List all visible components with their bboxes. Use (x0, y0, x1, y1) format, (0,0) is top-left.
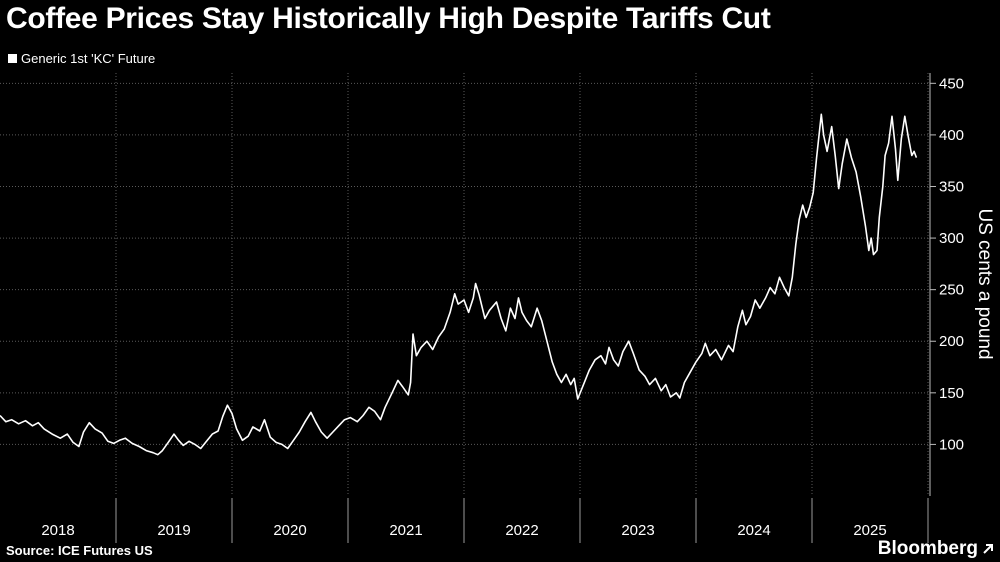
x-tick-label-2019: 2019 (157, 522, 190, 539)
y-tick-label-200: 200 (939, 333, 964, 350)
y-tick-label-350: 350 (939, 178, 964, 195)
y-tick-label-150: 150 (939, 385, 964, 402)
y-tick-label-300: 300 (939, 230, 964, 247)
brand-name: Bloomberg (877, 538, 978, 559)
x-tick-label-2024: 2024 (737, 522, 770, 539)
grid-lines (0, 73, 930, 496)
x-tick-label-2022: 2022 (505, 522, 538, 539)
tick-labels: 100 150 200 250 300 350 400 450 2018 2019 2020 2021… (41, 75, 964, 539)
x-tick-label-2018: 2018 (41, 522, 74, 539)
series-line-kc-future (0, 113, 918, 456)
legend: Generic 1st 'KC' Future (8, 51, 155, 66)
arrow-icon (983, 544, 993, 554)
x-tick-label-2023: 2023 (621, 522, 654, 539)
source-note: Source: ICE Futures US (6, 543, 153, 558)
y-tick-label-450: 450 (939, 75, 964, 92)
axes (115, 73, 936, 543)
y-axis-label: US cents a pound (974, 208, 995, 359)
chart-title: Coffee Prices Stay Historically High Des… (6, 2, 771, 35)
legend-label: Generic 1st 'KC' Future (21, 51, 156, 66)
x-tick-label-2025: 2025 (853, 522, 886, 539)
y-tick-label-100: 100 (939, 436, 964, 453)
brand-logo: Bloomberg (878, 538, 994, 560)
y-tick-label-400: 400 (939, 127, 964, 144)
x-tick-label-2021: 2021 (389, 522, 422, 539)
x-tick-label-2020: 2020 (273, 522, 306, 539)
legend-swatch (8, 54, 17, 63)
y-tick-label-250: 250 (939, 282, 964, 299)
